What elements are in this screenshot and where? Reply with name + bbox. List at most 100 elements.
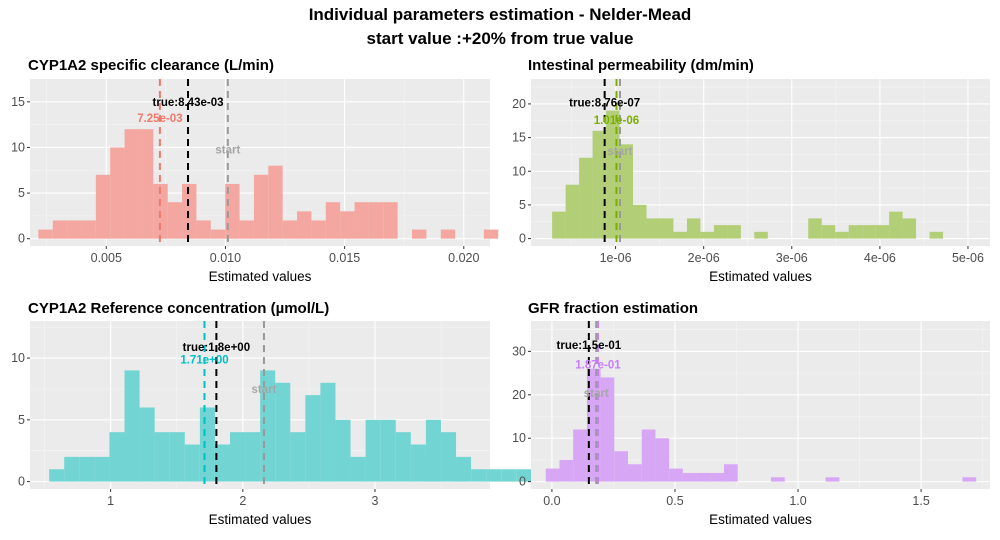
histogram-bar [81, 220, 96, 239]
histogram-bar [600, 377, 615, 482]
histogram-bar [124, 370, 140, 482]
x-tick-label: 2e-06 [688, 251, 720, 265]
histogram-bar [305, 395, 321, 482]
histogram-bar [848, 225, 863, 239]
histogram-bar [579, 157, 593, 239]
histogram-bar [628, 464, 642, 482]
histogram-bar [453, 469, 469, 482]
x-tick-label: 3 [372, 494, 379, 508]
histogram-bar [440, 432, 457, 482]
histogram-bar [545, 468, 560, 482]
x-tick-label: 1.5 [912, 494, 929, 508]
histogram-bar [275, 382, 291, 482]
x-tick-label: 1e-06 [600, 251, 632, 265]
histogram-bar [365, 419, 381, 482]
histogram-bar [169, 432, 185, 482]
histogram-bar [290, 432, 306, 482]
histogram-bar [727, 225, 741, 239]
histogram-bar [710, 472, 724, 482]
y-tick-label: 10 [512, 431, 526, 445]
histogram-bar [395, 432, 411, 482]
x-tick-label: 0.010 [210, 251, 241, 265]
histogram-bar [239, 220, 254, 239]
x-tick-label: 0.0 [543, 494, 560, 508]
histogram-bar [245, 432, 261, 482]
y-tick-label: 0 [18, 232, 25, 246]
y-tick-label: 10 [11, 351, 25, 365]
histogram-bar [268, 165, 283, 239]
y-tick-label: 0 [519, 475, 526, 489]
histogram-bar [440, 229, 456, 239]
histogram-bar [501, 469, 517, 482]
histogram-bar [633, 204, 647, 239]
histogram-bar [835, 231, 849, 239]
histogram-bar [606, 110, 620, 239]
histogram-bar [94, 456, 110, 482]
start-value-label: start [608, 146, 633, 158]
histogram-bar [52, 220, 68, 239]
x-tick-label: 0.5 [666, 494, 683, 508]
histogram-bar [862, 225, 876, 239]
y-tick-label: 10 [512, 164, 526, 178]
true-value-label: true:8.76e-07 [569, 98, 640, 110]
estimate-value-label: 1.87e-01 [575, 359, 621, 371]
histogram-bar [95, 174, 111, 239]
histogram-bar [110, 147, 125, 239]
y-tick-label: 5 [18, 186, 25, 200]
histogram-bar [669, 468, 683, 482]
x-tick-label: 0.020 [448, 251, 479, 265]
histogram-bar [962, 477, 977, 482]
histogram-bar [210, 229, 226, 239]
histogram-bar [311, 220, 326, 239]
x-tick-label: 1.0 [789, 494, 806, 508]
histogram-bar [38, 229, 53, 239]
histogram-bar [335, 419, 351, 482]
chart-panel-1: 0.005 0.010 0.015 0.020 0 5 10 15 true:8.43e-03 7… [11, 57, 599, 284]
histogram-bar [754, 231, 768, 239]
histogram-bar [808, 218, 822, 239]
histogram-bar [138, 129, 154, 239]
y-tick-label: 5 [18, 413, 25, 427]
histogram-bar [340, 211, 355, 239]
histogram-bar [565, 184, 580, 239]
x-tick-label: 0.005 [91, 251, 122, 265]
panel-title: CYP1A2 Reference concentration (µmol/L) [28, 300, 329, 317]
histogram-bar [825, 477, 840, 482]
histogram-bar [253, 174, 269, 239]
true-value-label: true:1.5e-01 [557, 340, 622, 352]
histogram-bar [184, 444, 200, 482]
histogram-bar [655, 438, 670, 482]
histogram-bar [770, 477, 785, 482]
histogram-bar [368, 202, 384, 239]
histogram-bar [592, 130, 607, 239]
histogram-bar [67, 220, 82, 239]
histogram-bar [486, 469, 502, 482]
panel-title: CYP1A2 specific clearance (L/min) [28, 57, 274, 74]
histogram-bar [889, 211, 903, 239]
histogram-bar [700, 231, 714, 239]
x-axis-label: Estimated values [209, 512, 312, 527]
histogram-bar [182, 183, 197, 239]
histogram-bar [354, 202, 369, 239]
histogram-bar [410, 444, 426, 482]
histogram-bar [516, 469, 532, 482]
y-tick-label: 20 [512, 388, 526, 402]
histogram-bar [614, 451, 629, 482]
histogram-bar [229, 432, 246, 482]
histogram-bar [552, 211, 566, 239]
start-value-label: start [584, 388, 609, 400]
x-tick-label: 4e-06 [864, 251, 896, 265]
start-value-label: start [215, 144, 240, 156]
true-value-label: true:1.8e+00 [183, 342, 250, 354]
histogram-bar [929, 231, 944, 239]
histogram-bar [673, 231, 687, 239]
histogram-bar [49, 469, 65, 482]
histogram-bar [383, 202, 398, 239]
histogram-bar [350, 456, 366, 482]
x-tick-label: 2 [239, 494, 246, 508]
estimate-value-label: 1.01e-06 [594, 115, 639, 127]
histogram-bar [619, 144, 634, 239]
y-tick-label: 0 [18, 475, 25, 489]
histogram-bar [641, 429, 656, 482]
